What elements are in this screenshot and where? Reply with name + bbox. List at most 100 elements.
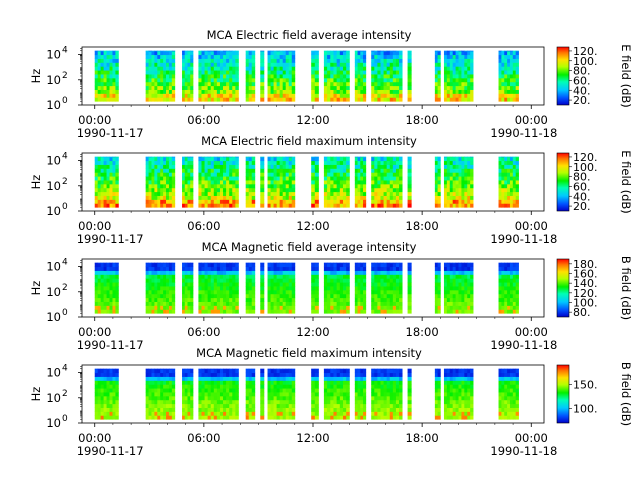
spectrogram-cell — [94, 305, 99, 310]
spectrogram-cell — [512, 168, 517, 173]
spectrogram-cell — [204, 168, 209, 173]
spectrogram-cell — [374, 172, 378, 177]
spectrogram-cell — [109, 289, 113, 295]
spectrogram-cell — [106, 156, 110, 158]
spectrogram-cell — [226, 58, 230, 63]
spectrogram-cell — [330, 50, 334, 56]
spectrogram-cell — [343, 274, 347, 279]
spectrogram-cell — [336, 395, 341, 401]
spectrogram-cell — [327, 411, 331, 416]
spectrogram-cell — [285, 58, 290, 63]
spectrogram-cell — [112, 289, 116, 295]
spectrogram-cell — [219, 411, 224, 416]
spectrogram-cell — [354, 411, 358, 416]
spectrogram-cell — [207, 399, 212, 405]
spectrogram-cell — [288, 293, 293, 299]
spectrogram-cell — [386, 50, 391, 52]
spectrogram-cell — [311, 50, 316, 52]
spectrogram-cell — [232, 403, 236, 408]
spectrogram-cell — [216, 50, 221, 52]
spectrogram-cell — [314, 372, 319, 377]
spectrogram-cell — [449, 160, 454, 165]
spectrogram-cell — [392, 301, 397, 306]
spectrogram-cell — [399, 50, 403, 52]
spectrogram-cell — [470, 191, 474, 196]
spectrogram-cell — [273, 407, 278, 412]
spectrogram-cell — [291, 411, 296, 416]
spectrogram-cell — [251, 58, 256, 63]
spectrogram-cell — [219, 160, 224, 165]
spectrogram-cell — [260, 395, 265, 401]
spectrogram-cell — [383, 81, 388, 87]
spectrogram-cell — [166, 309, 170, 314]
spectrogram-cell — [437, 70, 441, 75]
spectrogram-cell — [346, 74, 350, 79]
spectrogram-cell — [470, 278, 474, 283]
y-tick-label: 10 — [46, 310, 61, 324]
spectrogram-cell — [276, 309, 281, 314]
spectrogram-cell — [168, 66, 173, 71]
spectrogram-cell — [330, 74, 334, 79]
spectrogram-cell — [501, 187, 505, 193]
spectrogram-cell — [314, 77, 319, 83]
spectrogram-cell — [270, 309, 274, 314]
spectrogram-cell — [282, 66, 287, 71]
spectrogram-cell — [354, 77, 358, 83]
spectrogram-cell — [109, 50, 113, 52]
spectrogram-cell — [163, 81, 167, 87]
spectrogram-cell — [509, 156, 514, 162]
spectrogram-cell — [501, 89, 505, 94]
spectrogram-cell — [145, 187, 149, 193]
spectrogram-cell — [248, 407, 253, 412]
spectrogram-cell — [279, 411, 284, 416]
spectrogram-cell — [106, 274, 110, 279]
spectrogram-cell — [276, 191, 281, 196]
spectrogram-cell — [288, 372, 293, 377]
spectrogram-cell — [198, 156, 202, 162]
colorbar-tick-label: 120. — [573, 287, 598, 300]
spectrogram-cell — [449, 50, 454, 52]
spectrogram-cell — [198, 278, 202, 283]
spectrogram-cell — [171, 93, 176, 98]
spectrogram-cell — [207, 293, 212, 299]
spectrogram-cell — [346, 270, 350, 275]
spectrogram-cell — [229, 54, 233, 59]
spectrogram-cell — [363, 50, 367, 52]
spectrogram-cell — [106, 407, 110, 412]
spectrogram-cell — [226, 376, 230, 381]
spectrogram-cell — [407, 297, 412, 302]
spectrogram-cell — [507, 156, 511, 162]
spectrogram-cell — [357, 399, 361, 405]
spectrogram-cell — [207, 81, 212, 87]
spectrogram-cell — [184, 50, 188, 56]
spectrogram-cell — [106, 85, 110, 90]
spectrogram-cell — [94, 380, 99, 385]
spectrogram-cell — [512, 297, 517, 302]
spectrogram-cell — [166, 191, 170, 196]
spectrogram-cell — [395, 289, 400, 295]
spectrogram-cell — [245, 164, 250, 169]
spectrogram-cell — [374, 156, 378, 162]
spectrogram-cell — [437, 97, 441, 102]
spectrogram-cell — [501, 289, 505, 295]
spectrogram-cell — [201, 164, 205, 169]
spectrogram-cell — [235, 384, 239, 389]
spectrogram-cell — [163, 176, 167, 181]
spectrogram-cell — [395, 282, 400, 287]
spectrogram-cell — [449, 286, 454, 291]
spectrogram-cell — [168, 172, 173, 177]
spectrogram-cell — [467, 289, 471, 295]
spectrogram-cell — [210, 274, 215, 279]
spectrogram-cell — [187, 93, 191, 98]
spectrogram-cell — [343, 187, 347, 193]
spectrogram-cell — [327, 384, 331, 389]
spectrogram-cell — [109, 372, 113, 377]
spectrogram-cell — [248, 70, 253, 75]
spectrogram-cell — [248, 187, 253, 193]
y-tick-label: 10 — [46, 48, 61, 62]
spectrogram-cell — [226, 183, 230, 189]
spectrogram-cell — [377, 293, 381, 299]
spectrogram-cell — [464, 180, 468, 185]
spectrogram-cell — [201, 289, 205, 295]
spectrogram-cell — [109, 74, 113, 79]
